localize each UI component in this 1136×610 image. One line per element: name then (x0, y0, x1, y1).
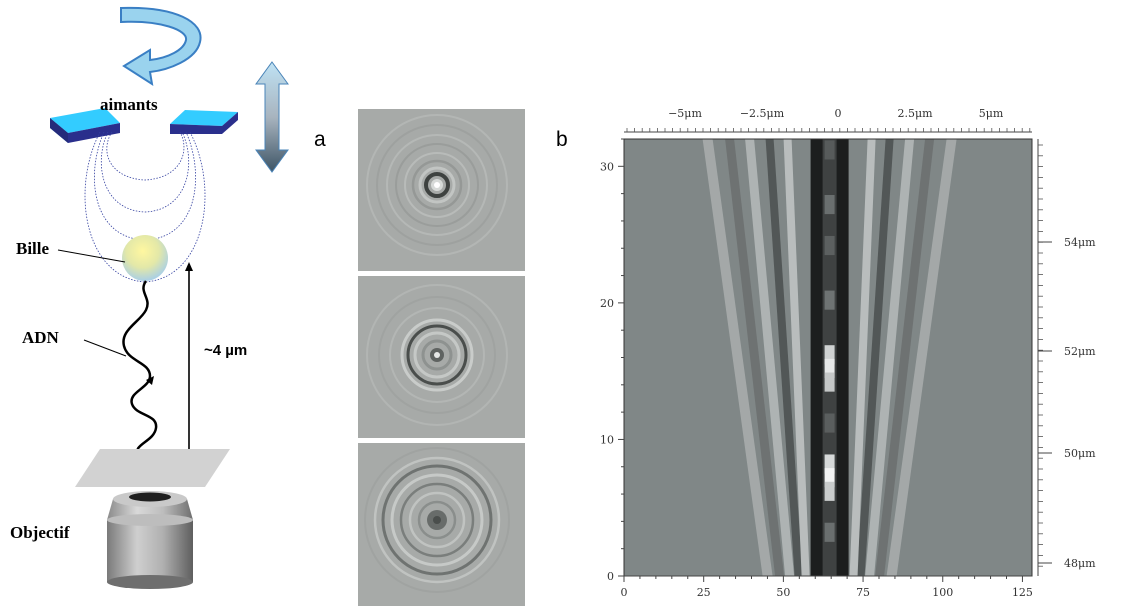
top-tick-label: 0 (835, 107, 842, 120)
x-tick-label: 25 (697, 586, 711, 599)
top-tick-label: −5μm (668, 107, 702, 120)
heatmap-bands (702, 139, 957, 576)
x-tick-label: 100 (932, 586, 953, 599)
top-tick-label: 2.5μm (897, 107, 933, 120)
magnet-right (170, 110, 238, 134)
field-lines (84, 131, 206, 283)
right-tick-label: 54μm (1064, 236, 1096, 249)
top-tick-label: −2.5μm (740, 107, 785, 120)
objective-label: Objectif (10, 523, 70, 542)
top-tick-label: 5μm (979, 107, 1004, 120)
y-tick-label: 30 (600, 160, 614, 173)
distance-label: ~4 µm (204, 342, 247, 359)
distance-arrow (185, 262, 193, 468)
magnet-left (50, 108, 120, 143)
schematic: aimants Bille ADN ~4 µm (10, 6, 289, 589)
magnets-label: aimants (100, 95, 158, 114)
panel-a-label: a (314, 128, 326, 151)
heatmap-plot: 0 25 50 75 100 125 0 10 20 30 −5μm −2.5μm 0 2.5μ… (600, 107, 1096, 599)
bead-label: Bille (16, 239, 50, 258)
coverslip (75, 449, 230, 487)
diffraction-image-2 (358, 276, 525, 438)
right-tick-label: 50μm (1064, 447, 1096, 460)
y-tick-label: 0 (607, 570, 614, 583)
top-axis: −5μm −2.5μm 0 2.5μm 5μm (624, 107, 1032, 133)
x-tick-label: 75 (856, 586, 870, 599)
diffraction-image-3 (358, 443, 525, 606)
panel-a-images (358, 109, 525, 606)
right-tick-label: 52μm (1064, 345, 1096, 358)
x-tick-label: 125 (1012, 586, 1033, 599)
right-tick-label: 48μm (1064, 557, 1096, 570)
diffraction-image-1 (358, 109, 525, 271)
y-tick-label: 20 (600, 297, 614, 310)
dna-label: ADN (22, 328, 60, 347)
rotation-arrow-icon (120, 6, 202, 87)
y-tick-label: 10 (600, 433, 614, 446)
right-axis: 54μm 52μm 50μm 48μm (1037, 139, 1096, 576)
vertical-double-arrow-icon (255, 61, 289, 173)
panel-b-label: b (556, 128, 568, 151)
y-axis: 0 10 20 30 (600, 138, 624, 583)
objective-icon (107, 491, 193, 589)
bead (122, 235, 168, 281)
x-tick-label: 50 (776, 586, 790, 599)
x-tick-label: 0 (621, 586, 628, 599)
x-axis: 0 25 50 75 100 125 (621, 575, 1033, 599)
